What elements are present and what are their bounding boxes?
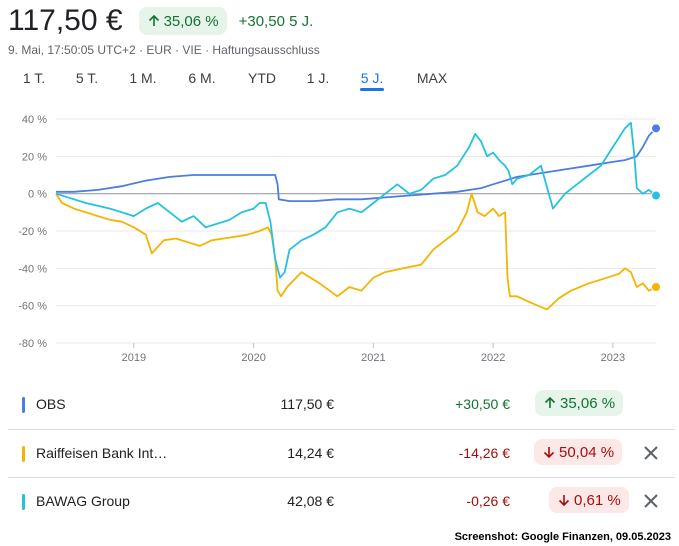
x-tick-label: 2020 [241,352,265,364]
legend-name: OBS [36,396,66,412]
current-price: 117,50 € [8,4,123,37]
tab-max[interactable]: MAX [416,70,448,86]
series-line-1 [55,192,657,311]
tab-1-year[interactable]: 1 J. [306,70,330,86]
legend-price: 42,08 € [287,493,334,509]
series-end-point-2 [651,190,661,201]
x-tick-label: 2019 [122,352,146,364]
legend-pct-badge: 50,04 % [534,439,623,465]
x-tick-label: 2022 [481,352,505,364]
legend-price: 117,50 € [280,396,334,412]
y-tick-label: -40 % [18,263,47,275]
arrow-up-icon [544,396,556,408]
active-tab-indicator [360,88,384,91]
tab-5-days[interactable]: 5 T. [75,70,99,86]
legend-pct-value: 50,04 % [559,443,615,461]
series-end-point-1 [651,282,661,292]
legend-pct-value: 0,61 % [574,491,621,509]
y-tick-label: -60 % [18,301,47,313]
series-color-swatch [22,397,25,413]
y-tick-label: 0 % [28,189,47,201]
pct-change-value: 35,06 % [163,12,219,30]
series-line-0 [56,127,657,202]
screenshot-credit: Screenshot: Google Finanzen, 09.05.2023 [454,531,671,543]
arrow-down-icon [543,447,555,459]
tab-1-day[interactable]: 1 T. [22,70,46,86]
legend-pct-value: 35,06 % [560,394,616,412]
price-chart[interactable]: 40 % 20 % 0 % -20 % -40 % -60 % -80 % 2019 2020 2… [0,104,679,374]
tab-6-months[interactable]: 6 M. [188,70,216,86]
series-line-2 [55,121,657,279]
close-icon[interactable] [640,442,662,464]
y-tick-label: -20 % [18,226,47,238]
y-tick-label: 20 % [22,151,47,163]
legend-name: BAWAG Group [36,493,130,509]
legend-row-raiffeisen[interactable]: Raiffeisen Bank Int… 14,24 € -14,26 € 50… [8,429,675,478]
legend-row-obs[interactable]: OBS 117,50 € +30,50 € 35,06 % [8,381,675,429]
legend-pct-badge: 35,06 % [535,390,624,416]
close-icon[interactable] [640,490,662,512]
legend-change: -14,26 € [458,445,510,461]
legend-change: +30,50 € [455,396,510,412]
legend-row-bawag[interactable]: BAWAG Group 42,08 € -0,26 € 0,61 % [8,477,675,526]
legend-price: 14,24 € [287,445,334,461]
arrow-down-icon [558,495,570,507]
tab-1-month[interactable]: 1 M. [129,70,157,86]
y-tick-label: 40 % [22,114,47,126]
range-tabs: 1 T. 5 T. 1 M. 6 M. YTD 1 J. 5 J. MAX [0,70,679,92]
price-header: 117,50 € 35,06 % +30,50 5 J. [8,4,313,38]
legend-name: Raiffeisen Bank Int… [36,445,168,461]
legend-pct-badge: 0,61 % [549,487,629,513]
pct-change-badge: 35,06 % [138,7,227,35]
tab-ytd[interactable]: YTD [248,70,276,86]
quote-meta: 9. Mai, 17:50:05 UTC+2 · EUR · VIE · Haf… [8,43,320,57]
legend-change: -0,26 € [466,493,510,509]
series-color-swatch [22,446,25,462]
arrow-up-icon [148,14,159,26]
tab-5-years[interactable]: 5 J. [360,70,384,86]
series-color-swatch [22,494,25,510]
x-tick-label: 2021 [361,352,385,364]
abs-change: +30,50 5 J. [238,12,314,30]
x-tick-label: 2023 [601,352,625,364]
y-tick-label: -80 % [18,338,47,350]
series-end-point-0 [651,123,661,134]
